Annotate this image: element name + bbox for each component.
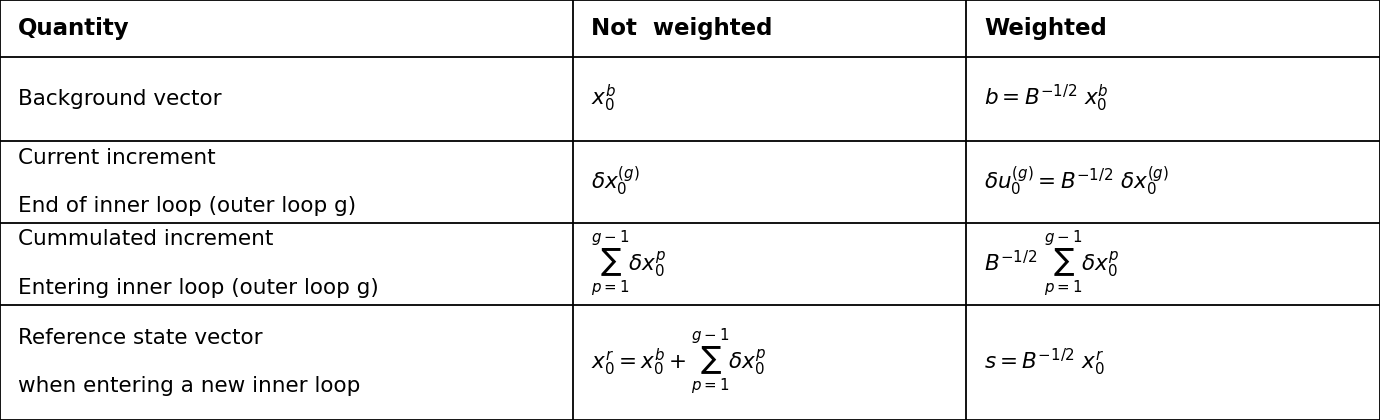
Text: End of inner loop (outer loop g): End of inner loop (outer loop g): [18, 196, 356, 216]
Text: Quantity: Quantity: [18, 17, 130, 40]
Text: Current increment: Current increment: [18, 147, 215, 168]
Text: when entering a new inner loop: when entering a new inner loop: [18, 376, 360, 396]
Text: Not  weighted: Not weighted: [591, 17, 771, 40]
Text: $\delta x_0^{(g)}$: $\delta x_0^{(g)}$: [591, 165, 639, 198]
Text: $\delta u_0^{(g)} = B^{-1/2}\ \delta x_0^{(g)}$: $\delta u_0^{(g)} = B^{-1/2}\ \delta x_0…: [984, 165, 1169, 198]
Text: $B^{-1/2}\ \sum_{p=1}^{g-1} \delta x_0^p$: $B^{-1/2}\ \sum_{p=1}^{g-1} \delta x_0^p…: [984, 228, 1119, 299]
Text: Background vector: Background vector: [18, 89, 222, 109]
Text: Reference state vector: Reference state vector: [18, 328, 262, 348]
Text: Cummulated increment: Cummulated increment: [18, 229, 273, 249]
Text: $b = B^{-1/2}\ x_0^b$: $b = B^{-1/2}\ x_0^b$: [984, 83, 1108, 114]
Text: $\sum_{p=1}^{g-1} \delta x_0^p$: $\sum_{p=1}^{g-1} \delta x_0^p$: [591, 228, 667, 299]
Text: Weighted: Weighted: [984, 17, 1107, 40]
Text: $s = B^{-1/2}\ x_0^r$: $s = B^{-1/2}\ x_0^r$: [984, 346, 1105, 378]
Text: Entering inner loop (outer loop g): Entering inner loop (outer loop g): [18, 278, 378, 298]
Text: $x_0^b$: $x_0^b$: [591, 83, 615, 114]
Text: $x_0^r = x_0^b + \sum_{p=1}^{g-1} \delta x_0^p$: $x_0^r = x_0^b + \sum_{p=1}^{g-1} \delta…: [591, 327, 766, 397]
